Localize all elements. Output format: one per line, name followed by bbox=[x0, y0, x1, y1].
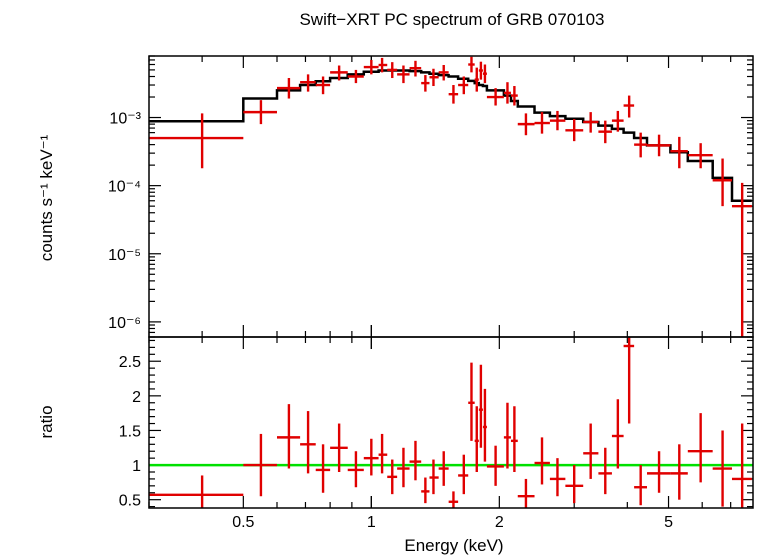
ratio-data-point bbox=[421, 477, 430, 504]
ratio-data-point bbox=[510, 406, 518, 472]
ratio-data-point bbox=[276, 404, 301, 469]
ratio-data-point bbox=[517, 478, 535, 508]
ratio-data-point bbox=[534, 437, 550, 485]
spectrum-data-point bbox=[429, 68, 439, 87]
ratio-data-point bbox=[478, 364, 483, 448]
spectrum-data-point bbox=[421, 75, 430, 92]
spectrum-data-point bbox=[486, 88, 504, 106]
y-tick-label-spectrum: 10⁻⁴ bbox=[108, 179, 141, 196]
ratio-data-point bbox=[448, 491, 459, 508]
ratio-data-point bbox=[458, 454, 469, 495]
ratio-data-point bbox=[315, 444, 331, 493]
spectrum-data-point bbox=[330, 65, 348, 81]
spectrum-data-point bbox=[387, 62, 398, 79]
spectrum-data-point bbox=[300, 74, 316, 92]
ratio-data-point bbox=[565, 465, 584, 504]
ratio-data-point bbox=[429, 459, 439, 495]
y-tick-label-ratio: 1.5 bbox=[119, 423, 141, 440]
spectrum-data-point bbox=[474, 67, 479, 92]
ratio-data-point bbox=[503, 402, 511, 469]
ratio-data-point bbox=[347, 451, 364, 488]
ratio-data-point bbox=[712, 430, 732, 507]
x-tick-label: 5 bbox=[664, 514, 673, 531]
ratio-data-point bbox=[731, 423, 752, 508]
spectrum-data-point bbox=[347, 69, 364, 84]
x-axis-label: Energy (keV) bbox=[404, 536, 503, 555]
ratio-data-point bbox=[634, 465, 648, 506]
y-axis-label-spectrum: counts s⁻¹ keV⁻¹ bbox=[37, 134, 56, 261]
spectrum-data-point bbox=[315, 76, 331, 95]
ratio-data-point bbox=[243, 433, 277, 497]
spectrum-data-point bbox=[731, 182, 752, 337]
spectrum-data-point bbox=[687, 143, 713, 169]
spectrum-data-point bbox=[378, 57, 388, 73]
y-axis-label-ratio: ratio bbox=[37, 405, 56, 438]
spectrum-data-point bbox=[712, 158, 732, 207]
spectrum-data-point bbox=[482, 64, 487, 84]
ratio-plot-frame bbox=[148, 336, 754, 509]
ratio-data-point bbox=[438, 451, 449, 486]
ratio-data-point bbox=[468, 362, 475, 441]
ratio-data-point bbox=[330, 423, 348, 472]
ratio-data-point bbox=[149, 475, 244, 508]
spectrum-plot-frame bbox=[148, 55, 754, 338]
spectrum-data-point bbox=[243, 100, 277, 125]
chart-title: Swift−XRT PC spectrum of GRB 070103 bbox=[299, 10, 604, 29]
spectrum-data-point bbox=[623, 95, 635, 118]
spectrum-panel: 10⁻³ 10⁻⁴ 10⁻⁵ 10⁻⁶ bbox=[108, 55, 753, 338]
spectrum-data-point bbox=[510, 86, 518, 106]
ratio-data-point bbox=[397, 447, 410, 488]
spectrum-data-point bbox=[478, 61, 483, 80]
spectrum-data-point bbox=[534, 112, 550, 134]
spectrum-data-point bbox=[670, 136, 688, 169]
ratio-data-point bbox=[409, 440, 422, 481]
ratio-data-point bbox=[387, 459, 398, 495]
ratio-data-point bbox=[300, 411, 316, 474]
spectrum-data-point bbox=[448, 85, 459, 104]
ratio-data-point bbox=[474, 406, 479, 472]
ratio-data-point bbox=[378, 433, 388, 474]
y-tick-label-spectrum: 10⁻³ bbox=[109, 111, 141, 128]
spectrum-data-point bbox=[598, 120, 612, 144]
y-tick-label-ratio: 2 bbox=[132, 389, 141, 406]
spectrum-data-point bbox=[458, 76, 469, 95]
spectrum-data-point bbox=[517, 113, 535, 136]
ratio-data-point bbox=[363, 438, 379, 476]
spectrum-data-point bbox=[583, 112, 599, 133]
spectrum-data-point bbox=[363, 59, 379, 75]
ratio-panel: 0.5 1 2 5 0.5 1 1.5 2 2.5 bbox=[119, 337, 753, 531]
spectrum-data-point bbox=[549, 110, 566, 131]
spectrum-data-point bbox=[438, 65, 449, 81]
y-tick-label-spectrum: 10⁻⁵ bbox=[108, 247, 141, 264]
spectrum-data-point bbox=[647, 134, 671, 157]
spectrum-data-point bbox=[503, 82, 511, 104]
ratio-data-point bbox=[623, 337, 635, 424]
ratio-data-point bbox=[611, 399, 624, 469]
ratio-data-point bbox=[598, 447, 612, 495]
spectrum-data-point bbox=[468, 56, 475, 73]
ratio-data-point bbox=[482, 388, 487, 462]
ratio-data-point bbox=[647, 451, 671, 493]
spectrum-data-point bbox=[149, 113, 244, 169]
spectrum-data-point bbox=[565, 119, 584, 142]
spectrum-data-point bbox=[611, 110, 624, 132]
y-tick-label-ratio: 1 bbox=[132, 458, 141, 475]
y-tick-label-ratio: 0.5 bbox=[119, 493, 141, 510]
model-curve bbox=[149, 69, 752, 203]
y-tick-label-ratio: 2.5 bbox=[119, 354, 141, 371]
spectrum-data-point bbox=[397, 65, 410, 84]
ratio-data-point bbox=[583, 423, 599, 479]
spectrum-data-point bbox=[276, 78, 301, 99]
spectrum-data-point bbox=[634, 132, 648, 158]
y-tick-label-spectrum: 10⁻⁶ bbox=[108, 315, 141, 332]
spectrum-data-point bbox=[409, 60, 422, 77]
x-tick-label: 1 bbox=[367, 514, 376, 531]
x-tick-label: 0.5 bbox=[232, 514, 254, 531]
ratio-data-point bbox=[687, 413, 713, 483]
ratio-data-point bbox=[486, 445, 504, 486]
ratio-data-point bbox=[549, 458, 566, 497]
ratio-data-point bbox=[670, 444, 688, 500]
x-tick-label: 2 bbox=[495, 514, 504, 531]
